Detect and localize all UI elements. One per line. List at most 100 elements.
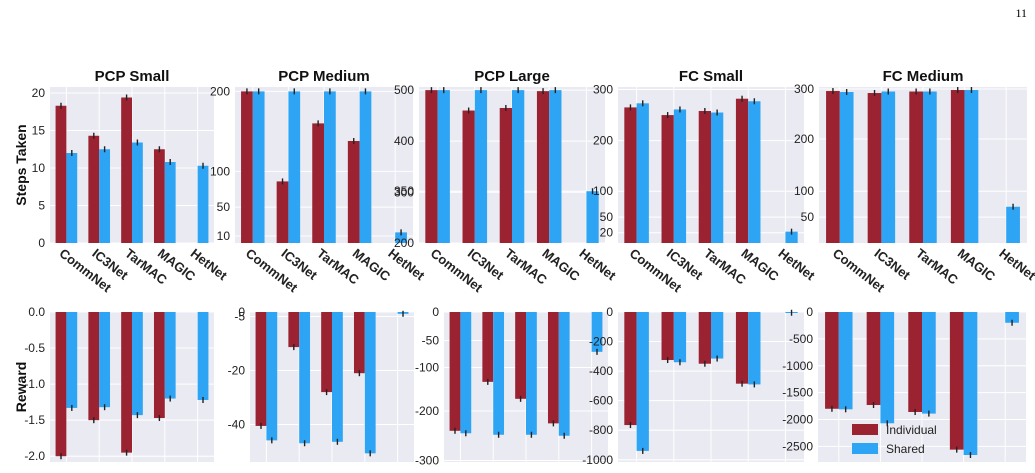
- bar-shared-ic3net: [880, 312, 895, 424]
- y-tick-label: -20: [228, 364, 246, 378]
- panel-title: PCP Large: [474, 68, 550, 85]
- bar-individual-magic: [153, 149, 165, 243]
- bar-individual-tarmac: [121, 97, 132, 243]
- bar-individual-ic3net: [276, 181, 289, 243]
- y-tick-label: 300: [794, 82, 814, 96]
- chart-panel-1: 05101520CommNetIC3NetTarMACMAGICHetNetPC…: [13, 68, 231, 296]
- bar-individual-tarmac: [515, 312, 526, 399]
- bar-individual-commnet: [825, 312, 839, 409]
- chart-panel-6: 0.0 -0.5 -1.0 -1.5 -2.0 Reward: [13, 305, 214, 463]
- bar-individual-magic: [347, 140, 360, 243]
- y-tick-label: 5: [38, 199, 45, 213]
- y-tick-label: 350: [394, 184, 414, 198]
- y-tick-label: 0: [38, 236, 45, 250]
- x-tick-label: HetNet: [996, 246, 1035, 284]
- y-tick-label: 100: [210, 164, 230, 178]
- bar-individual-commnet: [55, 312, 67, 457]
- bar-individual-ic3net: [482, 312, 494, 382]
- bar-shared-magic: [963, 312, 978, 456]
- bar-individual-tarmac: [499, 107, 512, 243]
- bar-individual-commnet: [826, 91, 840, 243]
- bar-shared-commnet: [266, 312, 278, 441]
- bar-individual-commnet: [241, 91, 253, 243]
- panel-title: PCP Small: [95, 68, 170, 85]
- bar-shared-magic: [558, 312, 570, 436]
- y-tick-label: -500: [789, 332, 813, 346]
- bar-shared-hetnet: [395, 232, 407, 243]
- y-tick-label: -1.0: [24, 377, 45, 391]
- bar-individual-commnet: [624, 107, 637, 243]
- y-tick-label: -200: [589, 335, 613, 349]
- bar-individual-magic: [536, 91, 550, 243]
- bar-shared-ic3net: [299, 312, 311, 444]
- y-tick-label: 50: [600, 210, 614, 224]
- y-tick-label: -800: [589, 423, 613, 437]
- x-tick-label: TarMAC: [913, 246, 961, 288]
- x-tick-label: HetNet: [776, 246, 819, 284]
- y-tick-label: 200: [394, 236, 414, 250]
- bar-shared-tarmac: [132, 142, 143, 243]
- y-tick-label: 50: [801, 210, 815, 224]
- bar-individual-magic: [353, 312, 365, 374]
- bar-shared-ic3net: [493, 312, 505, 435]
- y-tick-label: 300: [593, 82, 613, 96]
- x-tick-label: MAGIC: [955, 246, 999, 285]
- bar-shared-tarmac: [922, 312, 936, 414]
- y-tick-label: -600: [589, 394, 613, 408]
- y-tick-label: -1000: [582, 453, 613, 467]
- y-tick-label: 100: [794, 184, 814, 198]
- legend-label: Shared: [886, 442, 925, 456]
- bar-shared-tarmac: [711, 312, 724, 359]
- panel-title: PCP Medium: [278, 68, 369, 85]
- y-tick-label: -0.5: [24, 341, 45, 355]
- bar-individual-ic3net: [288, 312, 300, 348]
- y-tick-label: 0: [806, 305, 813, 319]
- chart-panel-7: 0-5 -20 -40: [228, 305, 414, 462]
- bar-shared-ic3net: [474, 90, 488, 244]
- bar-shared-hetnet: [197, 165, 209, 243]
- bar-individual-tarmac: [698, 110, 711, 243]
- bar-individual-tarmac: [698, 312, 711, 364]
- y-tick-label: -1500: [782, 386, 813, 400]
- bar-shared-ic3net: [673, 109, 687, 243]
- panel-title: FC Small: [679, 68, 743, 85]
- y-tick-label: 0: [432, 305, 439, 319]
- bar-individual-ic3net: [462, 110, 475, 243]
- bar-individual-ic3net: [88, 312, 100, 421]
- bar-shared-hetnet: [586, 191, 599, 243]
- y-tick-label: -200: [415, 404, 439, 418]
- y-tick-label: 400: [394, 134, 414, 148]
- y-tick-label: -50: [422, 334, 440, 348]
- bar-shared-magic: [359, 91, 372, 243]
- y-tick-label: 20: [32, 86, 46, 100]
- y-tick-label: -2000: [782, 413, 813, 427]
- y-tick-label: 10: [32, 161, 46, 175]
- chart-panel-9: 0 -200 -400 -600 -800 -1000: [582, 305, 804, 467]
- y-axis-label: Steps Taken: [13, 124, 29, 205]
- y-tick-label: -1.5: [24, 413, 45, 427]
- bar-individual-magic: [153, 312, 165, 419]
- bar-shared-hetnet: [785, 231, 798, 243]
- y-tick-label: -400: [589, 364, 613, 378]
- x-tick-label: HetNet: [188, 246, 231, 284]
- bar-individual-magic: [547, 312, 559, 424]
- bar-individual-commnet: [449, 312, 461, 431]
- bar-individual-commnet: [624, 312, 637, 426]
- y-tick-label: 200: [593, 134, 613, 148]
- bar-shared-tarmac: [332, 312, 343, 442]
- bar-shared-hetnet: [1006, 206, 1020, 243]
- legend: Individual Shared: [852, 423, 937, 456]
- bar-shared-commnet: [252, 91, 265, 243]
- x-tick-label: HetNet: [577, 246, 620, 284]
- bar-individual-magic: [949, 312, 964, 450]
- bar-shared-magic: [748, 101, 761, 243]
- bar-shared-ic3net: [881, 91, 896, 243]
- bar-individual-magic: [950, 90, 965, 243]
- bar-individual-tarmac: [321, 312, 332, 393]
- legend-swatch-shared: [852, 443, 878, 454]
- bar-shared-commnet: [437, 90, 450, 244]
- y-tick-label: -2.0: [24, 449, 45, 463]
- y-tick-label: 50: [217, 200, 231, 214]
- bar-shared-magic: [164, 162, 176, 243]
